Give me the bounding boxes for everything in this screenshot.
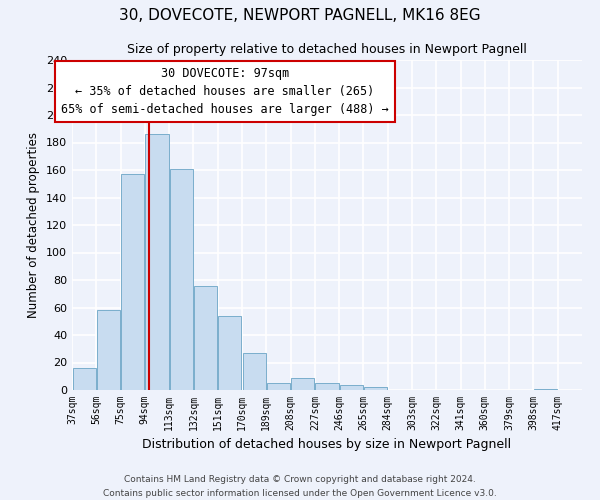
Y-axis label: Number of detached properties: Number of detached properties — [28, 132, 40, 318]
Bar — [291, 378, 314, 390]
Text: 30 DOVECOTE: 97sqm
← 35% of detached houses are smaller (265)
65% of semi-detach: 30 DOVECOTE: 97sqm ← 35% of detached hou… — [61, 66, 389, 116]
Bar — [534, 388, 557, 390]
Bar — [364, 387, 387, 390]
Bar — [242, 353, 266, 390]
Text: 30, DOVECOTE, NEWPORT PAGNELL, MK16 8EG: 30, DOVECOTE, NEWPORT PAGNELL, MK16 8EG — [119, 8, 481, 22]
Bar — [145, 134, 169, 390]
Text: Contains HM Land Registry data © Crown copyright and database right 2024.
Contai: Contains HM Land Registry data © Crown c… — [103, 476, 497, 498]
Bar — [121, 174, 145, 390]
Bar — [316, 383, 338, 390]
Bar — [194, 286, 217, 390]
Title: Size of property relative to detached houses in Newport Pagnell: Size of property relative to detached ho… — [127, 43, 527, 56]
Bar — [73, 368, 96, 390]
Bar — [97, 310, 120, 390]
Bar — [218, 316, 241, 390]
X-axis label: Distribution of detached houses by size in Newport Pagnell: Distribution of detached houses by size … — [142, 438, 512, 452]
Bar — [170, 168, 193, 390]
Bar — [340, 384, 363, 390]
Bar — [267, 383, 290, 390]
